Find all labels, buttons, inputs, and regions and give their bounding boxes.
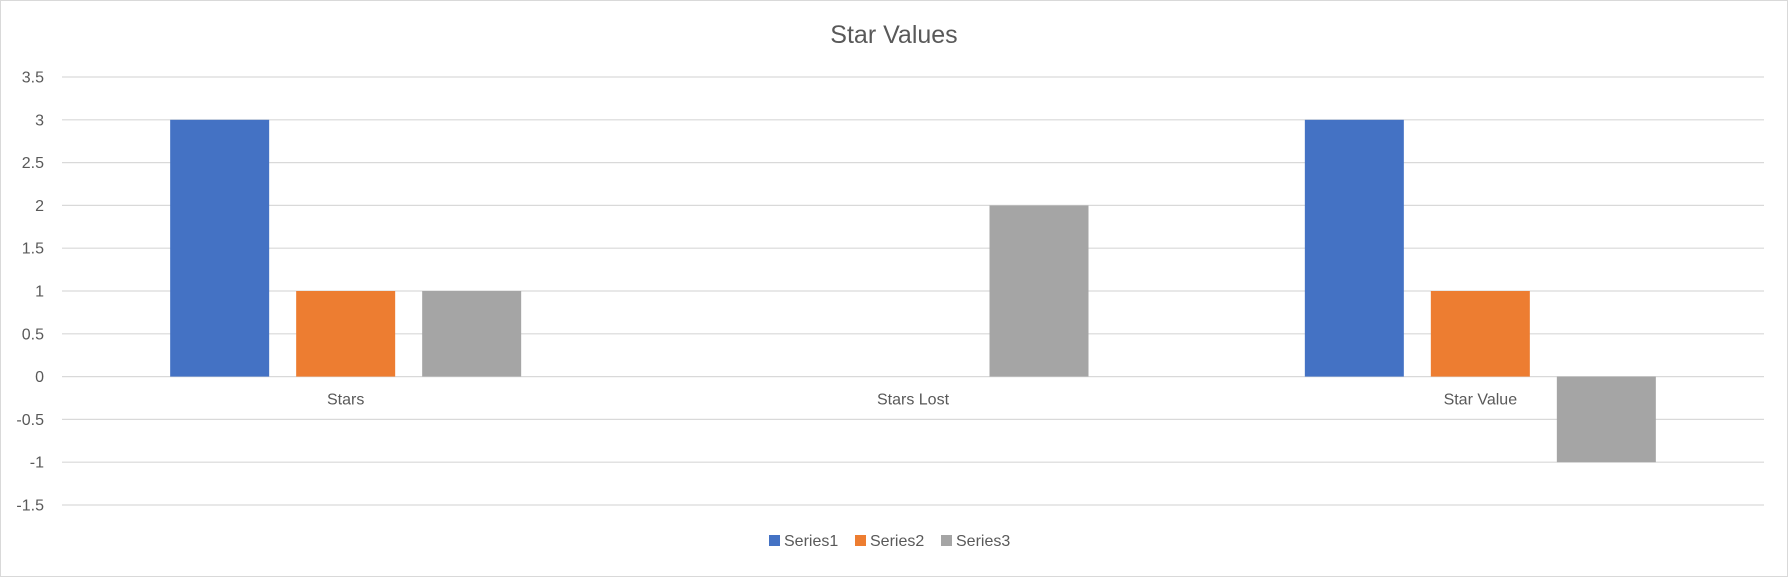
bar-series1-2 bbox=[1304, 119, 1404, 377]
bars bbox=[170, 119, 1656, 463]
chart-title: Star Values bbox=[830, 21, 957, 49]
bar-series3-2 bbox=[1556, 376, 1656, 463]
legend-swatch bbox=[855, 535, 866, 546]
y-tick-label: 2.5 bbox=[22, 155, 44, 172]
bar-series2-2 bbox=[1430, 291, 1530, 377]
legend-swatch bbox=[941, 535, 952, 546]
y-tick-label: 2 bbox=[35, 198, 44, 215]
category-label: Stars bbox=[327, 392, 364, 409]
y-tick-label: 0.5 bbox=[22, 326, 44, 343]
bar-series3-0 bbox=[422, 291, 522, 377]
category-label: Stars Lost bbox=[877, 392, 950, 409]
y-tick-label: -0.5 bbox=[16, 412, 44, 429]
category-label: Star Value bbox=[1444, 392, 1518, 409]
legend-label: Series2 bbox=[870, 533, 924, 550]
legend-label: Series3 bbox=[956, 533, 1010, 550]
y-tick-label: -1 bbox=[30, 455, 44, 472]
y-tick-label: 0 bbox=[35, 369, 44, 386]
y-tick-label: -1.5 bbox=[16, 498, 44, 515]
y-tick-label: 1.5 bbox=[22, 241, 44, 258]
bar-series3-1 bbox=[989, 205, 1089, 377]
legend: Series1 Series2 Series3 bbox=[769, 533, 1010, 550]
y-tick-label: 3 bbox=[35, 112, 44, 129]
legend-swatch bbox=[769, 535, 780, 546]
legend-label: Series1 bbox=[784, 533, 838, 550]
y-axis-ticks: 3.5 3 2.5 2 1.5 1 0.5 0 -0.5 -1 -1.5 bbox=[16, 70, 44, 515]
y-tick-label: 3.5 bbox=[22, 70, 44, 87]
y-tick-label: 1 bbox=[35, 284, 44, 301]
bar-series2-0 bbox=[296, 291, 396, 377]
bar-series1-0 bbox=[170, 119, 270, 377]
category-labels: Stars Stars Lost Star Value bbox=[327, 392, 1517, 409]
